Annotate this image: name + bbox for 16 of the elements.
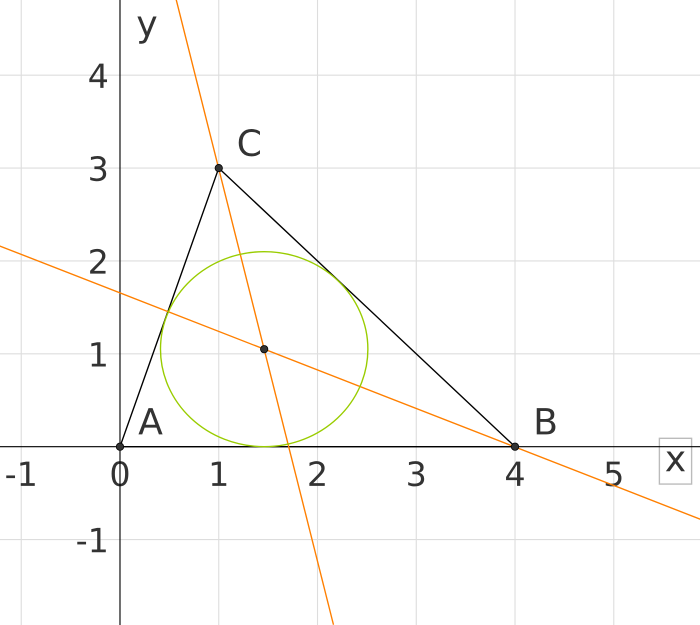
y-tick-label: -1 — [77, 528, 106, 552]
y-tick-label: 3 — [90, 156, 106, 182]
x-tick-label: 3 — [408, 461, 424, 486]
x-tick-label: 4 — [506, 462, 524, 486]
x-axis-title: x — [666, 451, 685, 472]
y-tick-label: 2 — [90, 248, 106, 274]
annotation: B — [536, 408, 556, 434]
x-tick-label: 2 — [309, 461, 325, 486]
x-tick-label: -1 — [6, 462, 35, 486]
y-axis-title: y — [137, 16, 157, 44]
x-tick-label: 1 — [212, 462, 226, 486]
y-tick-label: 1 — [91, 342, 106, 366]
annotation: A — [138, 408, 163, 434]
y-tick-label: 4 — [89, 64, 108, 88]
x-tick-label: 5 — [606, 462, 622, 486]
annotation: C — [238, 129, 260, 156]
